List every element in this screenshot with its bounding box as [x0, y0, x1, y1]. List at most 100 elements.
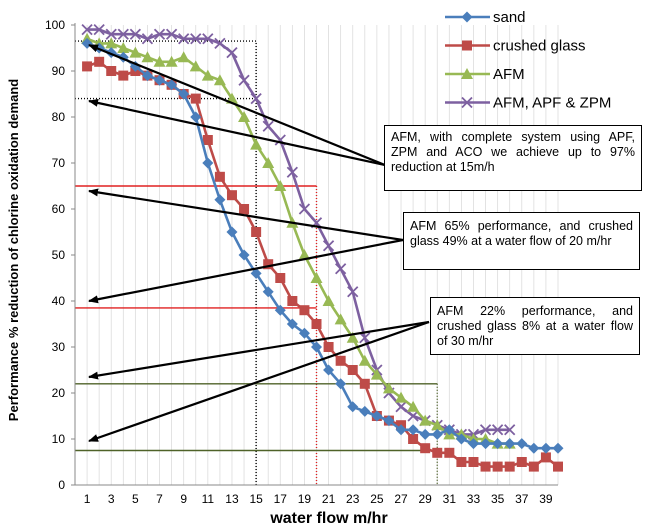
data-point	[202, 135, 213, 145]
data-point	[335, 263, 347, 275]
data-point	[504, 438, 516, 450]
data-point	[250, 138, 263, 150]
data-point	[190, 93, 201, 104]
data-point	[359, 332, 371, 344]
data-point	[395, 424, 407, 436]
data-point	[311, 319, 322, 329]
data-point	[178, 33, 190, 45]
data-point	[444, 447, 455, 458]
data-point	[323, 342, 334, 352]
data-point	[431, 419, 444, 431]
y-tick-label: 10	[52, 432, 66, 446]
data-point	[81, 23, 93, 36]
data-point	[166, 79, 178, 91]
data-point	[311, 341, 322, 353]
data-point	[214, 194, 226, 206]
data-point	[443, 424, 455, 436]
x-tick-label: 21	[322, 492, 336, 506]
data-point	[492, 461, 503, 472]
x-tick-label: 37	[515, 492, 529, 506]
data-point	[226, 46, 238, 59]
data-point	[262, 286, 274, 298]
data-point	[335, 355, 346, 366]
data-point	[480, 438, 492, 450]
data-point	[226, 226, 238, 238]
data-point	[129, 28, 142, 40]
data-point	[154, 74, 166, 86]
x-tick-label: 1	[84, 492, 91, 506]
data-point	[334, 313, 347, 325]
data-point	[408, 434, 419, 444]
data-point	[540, 452, 551, 463]
data-point	[141, 33, 154, 45]
data-point	[214, 171, 225, 182]
data-point	[346, 331, 359, 343]
y-tick-label: 100	[45, 18, 65, 32]
data-point	[462, 40, 472, 51]
x-tick-label: 3	[108, 492, 115, 506]
data-point	[250, 267, 262, 279]
data-point	[395, 391, 408, 403]
annotation-arrow	[88, 98, 386, 167]
data-point	[395, 401, 407, 413]
data-point	[552, 442, 564, 454]
data-point	[106, 66, 117, 76]
data-point	[213, 74, 226, 86]
data-point	[298, 327, 310, 339]
data-point	[178, 88, 190, 100]
data-point	[201, 69, 214, 81]
data-point	[165, 55, 178, 67]
data-point	[528, 442, 540, 454]
y-tick-label: 50	[52, 248, 66, 262]
data-point	[456, 457, 467, 467]
legend-entry: sand	[445, 9, 526, 26]
data-point	[117, 28, 129, 40]
legend-entry: AFM, APF & ZPM	[445, 95, 611, 112]
y-tick-label: 90	[52, 64, 66, 78]
data-point	[263, 259, 274, 270]
data-point	[492, 438, 504, 450]
data-point	[286, 166, 298, 178]
y-axis-title: Performance % reduction of chlorine oxid…	[6, 79, 21, 421]
legend-label: crushed glass	[493, 38, 586, 55]
data-point	[461, 11, 473, 23]
data-point	[141, 51, 154, 63]
y-tick-label: 30	[52, 340, 66, 354]
data-point	[467, 438, 479, 450]
series-afm	[81, 32, 516, 449]
annotation-arrows	[88, 43, 430, 443]
data-point	[226, 190, 237, 201]
legend-label: sand	[493, 9, 526, 26]
y-tick-label: 70	[52, 156, 66, 170]
data-point	[322, 240, 335, 252]
data-point	[432, 447, 443, 458]
data-point	[407, 424, 419, 436]
data-point	[504, 461, 515, 472]
data-point	[202, 157, 214, 169]
data-point	[359, 405, 371, 417]
annotation-arrow	[88, 188, 404, 242]
data-point	[250, 92, 262, 105]
data-point	[359, 378, 370, 389]
data-point	[335, 378, 347, 390]
series-layer	[81, 23, 564, 472]
x-tick-label: 25	[370, 492, 384, 506]
annotation-arrow	[88, 320, 430, 380]
data-point	[262, 157, 275, 168]
data-point	[93, 23, 105, 36]
data-point	[528, 461, 539, 472]
data-point	[516, 457, 527, 467]
data-point	[383, 415, 395, 427]
data-point	[461, 96, 473, 109]
data-point	[165, 28, 178, 40]
legend-entry: crushed glass	[445, 38, 586, 55]
x-tick-label: 15	[249, 492, 263, 506]
data-point	[202, 33, 214, 45]
data-point	[491, 424, 504, 436]
data-point	[358, 354, 371, 366]
data-point	[286, 318, 298, 330]
x-tick-label: 35	[491, 492, 505, 506]
data-point	[299, 305, 310, 316]
y-tick-label: 20	[52, 386, 66, 400]
